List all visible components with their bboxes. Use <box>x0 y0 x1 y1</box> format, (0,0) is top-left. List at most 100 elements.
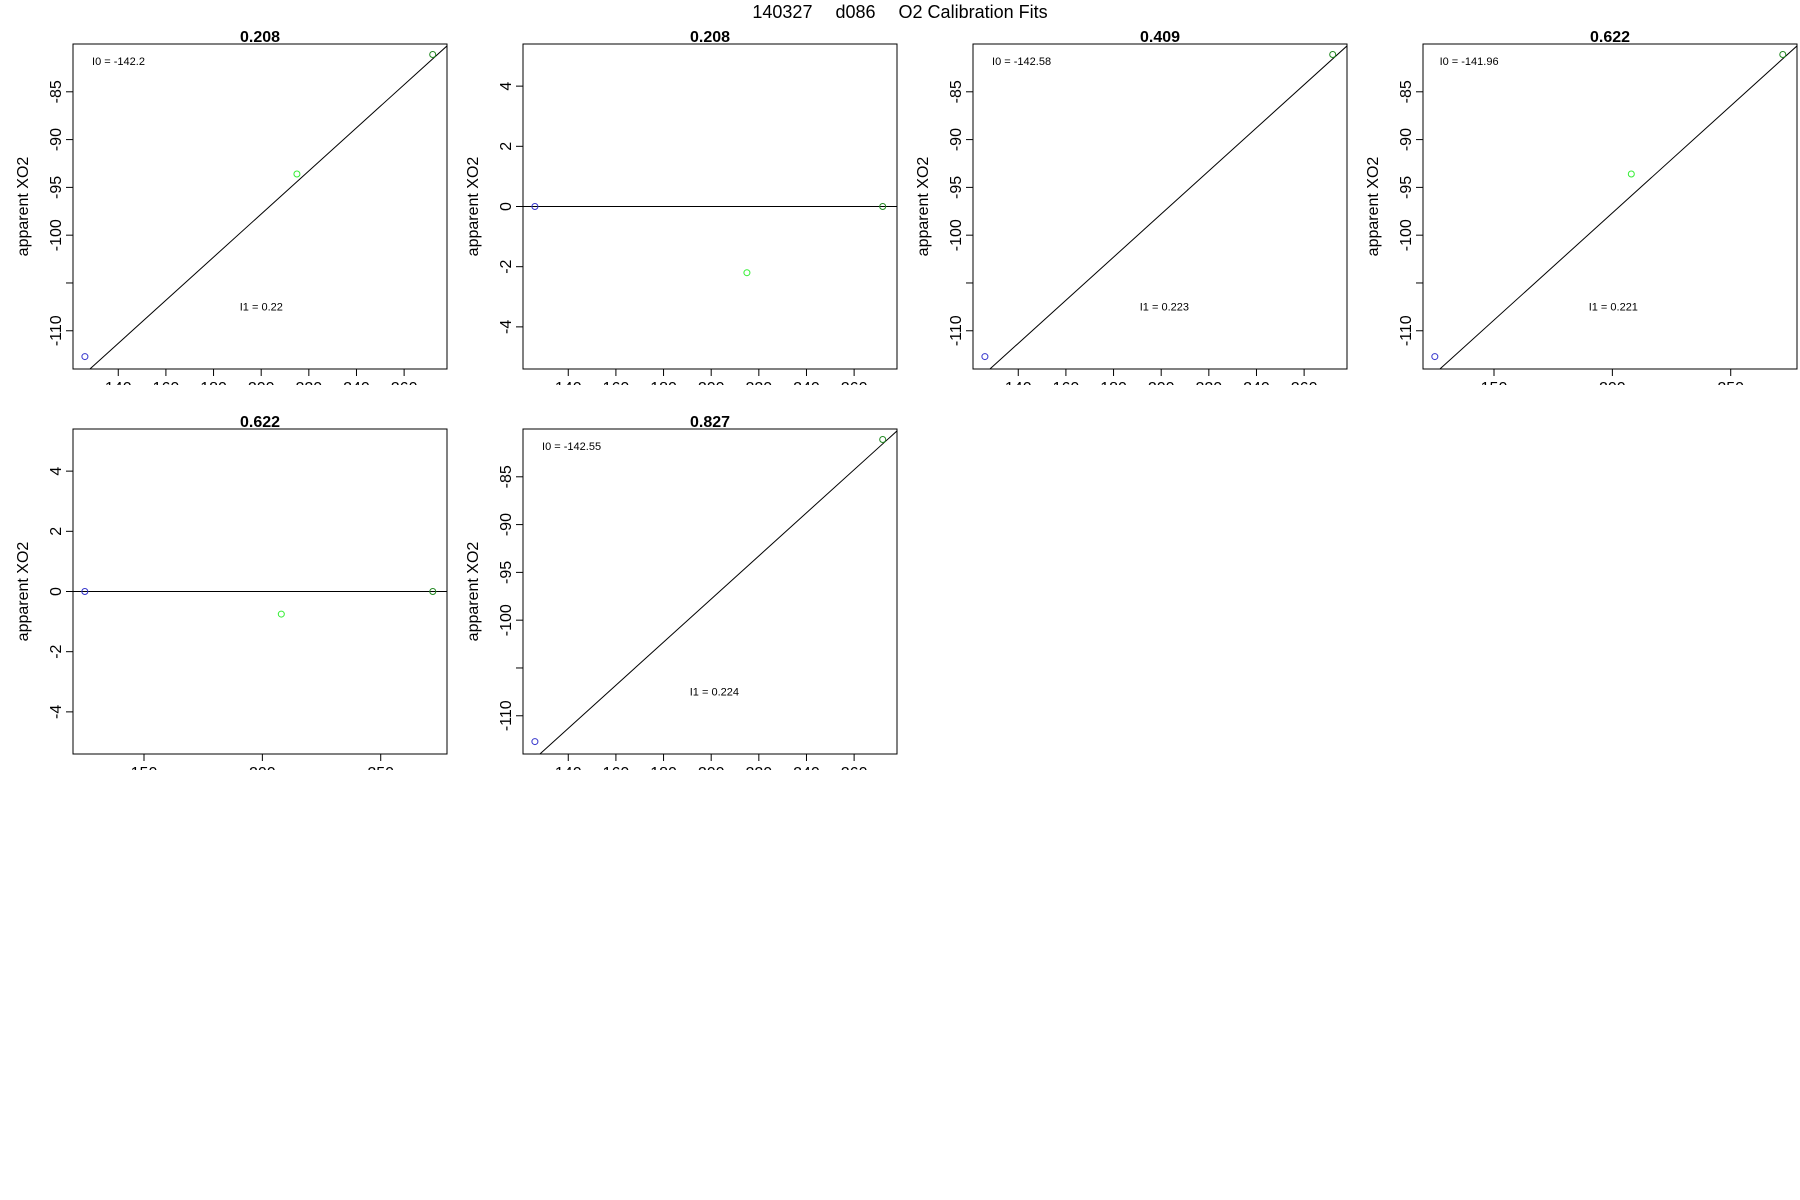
x-tick-label: 180 <box>1100 380 1127 385</box>
fit-coefficient-label: I0 = -142.55 <box>542 441 601 453</box>
x-tick-label: 220 <box>745 765 772 770</box>
data-point <box>429 51 437 59</box>
y-axis-label: apparent XO2 <box>915 157 932 257</box>
plot-frame <box>72 43 448 370</box>
x-tick-label: 240 <box>793 380 820 385</box>
y-axis-label: apparent XO2 <box>15 542 32 642</box>
y-tick-label: 0 <box>48 587 65 596</box>
y-tick-label: -85 <box>48 80 65 103</box>
plot-area <box>73 588 447 618</box>
x-tick-label: 160 <box>153 380 180 385</box>
chart-panel: 0.622150200250-110-100-95-90-85per meg s… <box>1350 0 1800 385</box>
title-description: O2 Calibration Fits <box>898 2 1048 22</box>
data-point <box>1329 51 1337 59</box>
x-tick-label: 200 <box>249 765 276 770</box>
y-tick-label: -110 <box>1398 315 1415 346</box>
fit-line <box>89 45 447 369</box>
x-tick-label: 200 <box>1148 380 1175 385</box>
x-tick-label: 200 <box>248 380 275 385</box>
chart-panel: 0.208140160180200220240260-4-2024per meg… <box>450 0 900 385</box>
plot-area <box>531 430 897 754</box>
y-tick-label: -2 <box>498 259 515 273</box>
y-axis-label: apparent XO2 <box>465 542 482 642</box>
y-tick-label: -4 <box>498 320 515 334</box>
data-point <box>429 588 437 595</box>
x-tick-label: 200 <box>698 380 725 385</box>
x-tick-label: 140 <box>555 380 582 385</box>
x-tick-label: 260 <box>1291 380 1318 385</box>
title-date: 140327 <box>752 2 813 22</box>
y-tick-label: -100 <box>48 219 65 251</box>
y-tick-label: 2 <box>48 527 65 536</box>
plot-frame <box>522 428 898 755</box>
y-tick-label: -90 <box>48 128 65 151</box>
data-point <box>981 353 989 361</box>
chart-panel: 0.827 140 160 180 200 220 240 260 -110 -100 -95 -90… <box>450 385 900 770</box>
x-tick-label: 180 <box>200 380 227 385</box>
x-tick-label: 250 <box>367 765 394 770</box>
x-tick-label: 200 <box>698 765 725 770</box>
y-tick-label: -110 <box>498 700 515 731</box>
data-point <box>293 170 301 178</box>
y-tick-label: 4 <box>498 82 515 91</box>
chart-svg: 0.208 140 160 180 200 220 240 260 -110 -100 -95 -90… <box>15 29 448 385</box>
data-point <box>531 203 539 210</box>
y-tick-label: -95 <box>1398 176 1415 199</box>
data-point <box>531 738 539 746</box>
x-tick-label: 240 <box>1243 380 1270 385</box>
y-tick-label: -85 <box>1398 80 1415 103</box>
x-tick-label: 250 <box>1717 380 1744 385</box>
data-point <box>277 610 285 618</box>
chart-svg: 0.409 140 160 180 200 220 240 260 -110 -100 -95 -90… <box>915 29 1348 385</box>
y-tick-label: -95 <box>498 561 515 584</box>
chart-svg: 0.208140160180200220240260-4-2024per meg… <box>465 29 898 385</box>
y-tick-label: -85 <box>948 80 965 103</box>
fit-line <box>539 430 897 754</box>
plot-area <box>981 45 1347 369</box>
x-tick-label: 150 <box>131 765 158 770</box>
x-tick-label: 160 <box>1053 380 1080 385</box>
data-point <box>81 588 89 595</box>
x-tick-label: 240 <box>793 765 820 770</box>
fit-coefficient-label: I1 = 0.22 <box>240 302 283 314</box>
plot-area <box>1431 45 1797 369</box>
fit-line <box>1439 45 1797 369</box>
chart-title: 0.409 <box>1140 29 1180 46</box>
data-point <box>1627 170 1635 178</box>
fit-coefficient-label: I0 = -142.58 <box>992 56 1051 68</box>
chart-svg: 0.622150200250-110-100-95-90-85per meg s… <box>1365 29 1798 385</box>
chart-title: 0.827 <box>690 414 730 431</box>
y-tick-label: -90 <box>498 513 515 536</box>
plot-area <box>81 45 447 369</box>
y-tick-label: -100 <box>1398 219 1415 251</box>
data-point <box>743 269 751 277</box>
y-tick-label: -2 <box>48 644 65 658</box>
plot-frame <box>1422 43 1798 370</box>
y-tick-label: -110 <box>948 315 965 346</box>
y-tick-label: 4 <box>48 467 65 476</box>
x-tick-label: 140 <box>105 380 132 385</box>
x-tick-label: 200 <box>1599 380 1626 385</box>
chart-title: 0.208 <box>690 29 730 46</box>
y-tick-label: -85 <box>498 465 515 488</box>
fit-coefficient-label: I0 = -141.96 <box>1440 56 1499 68</box>
fit-coefficient-label: I1 = 0.221 <box>1589 302 1638 314</box>
x-tick-label: 240 <box>343 380 370 385</box>
y-tick-label: 2 <box>498 142 515 151</box>
fit-coefficient-label: I0 = -142.2 <box>92 56 145 68</box>
data-point <box>879 436 887 444</box>
y-tick-label: -90 <box>948 128 965 151</box>
chart-panel: 0.622150200250-4-2024per meg signalappar… <box>0 385 450 770</box>
chart-title: 0.622 <box>1590 29 1630 46</box>
data-point <box>81 353 89 361</box>
chart-svg: 0.622150200250-4-2024per meg signalappar… <box>15 414 448 770</box>
x-tick-label: 220 <box>295 380 322 385</box>
chart-panel: 0.208 140 160 180 200 220 240 260 -110 -100 -95 -90… <box>0 0 450 385</box>
y-tick-label: -90 <box>1398 128 1415 151</box>
plot-frame <box>972 43 1348 370</box>
x-tick-label: 180 <box>650 765 677 770</box>
x-tick-label: 180 <box>650 380 677 385</box>
y-tick-label: -95 <box>48 176 65 199</box>
x-tick-label: 220 <box>745 380 772 385</box>
